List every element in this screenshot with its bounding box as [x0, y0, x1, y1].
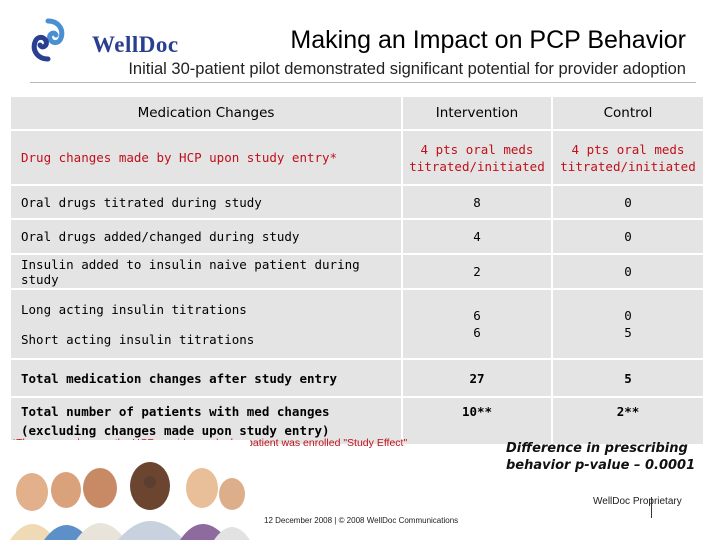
table-row-intervention: 6	[473, 308, 481, 323]
column-header-medication-changes: Medication Changes	[11, 97, 401, 129]
table-row-label: Long acting insulin titrations	[21, 301, 247, 317]
proprietary-label: WellDoc Proprietary	[593, 496, 682, 507]
total-row-intervention: 27	[403, 360, 551, 396]
insulin-titrations-intervention: 6 6	[403, 290, 551, 358]
total-row-label: Total medication changes after study ent…	[11, 360, 401, 396]
column-header-intervention: Intervention	[403, 97, 551, 129]
footer-divider	[651, 497, 652, 518]
people-photo	[0, 440, 250, 540]
table-row-intervention: 4	[403, 220, 551, 253]
entry-control-line-1: 4 pts oral meds	[571, 141, 685, 157]
entry-intervention-line-2: titrated/initiated	[409, 158, 545, 174]
p-value-callout: Difference in prescribing behavior p-val…	[506, 440, 695, 474]
entry-intervention-line-1: 4 pts oral meds	[420, 141, 534, 157]
table-row-control: 0	[553, 255, 703, 288]
title-divider	[30, 82, 696, 83]
total-row-control: 5	[553, 360, 703, 396]
patients-row-label: Total number of patients with med change…	[11, 398, 401, 444]
p-value-line-2: behavior p-value – 0.0001	[506, 458, 696, 473]
logo-mark-icon	[31, 18, 65, 62]
medication-changes-table: Medication Changes Intervention Control …	[11, 97, 703, 444]
entry-row-label: Drug changes made by HCP upon study entr…	[11, 131, 401, 184]
table-row-label: Insulin added to insulin naive patient d…	[11, 255, 401, 288]
entry-row-intervention: 4 pts oral meds titrated/initiated	[403, 131, 551, 184]
table-row-intervention: 2	[403, 255, 551, 288]
entry-control-line-2: titrated/initiated	[560, 158, 696, 174]
insulin-titrations-control: 0 5	[553, 290, 703, 358]
table-row-control: 0	[553, 220, 703, 253]
page-subtitle: Initial 30-patient pilot demonstrated si…	[128, 60, 686, 78]
table-row-control: 0	[553, 186, 703, 218]
page-title: Making an Impact on PCP Behavior	[290, 26, 686, 54]
patients-row-control: 2**	[553, 398, 703, 444]
patients-row-intervention: 10**	[403, 398, 551, 444]
welldoc-logo: WellDoc	[28, 18, 178, 66]
patients-label-line-2: (excluding changes made upon study entry…	[21, 423, 330, 438]
table-row-intervention: 6	[473, 325, 481, 340]
insulin-titrations-labels: Long acting insulin titrations Short act…	[11, 290, 401, 358]
copyright-text: 12 December 2008 | © 2008 WellDoc Commun…	[264, 516, 459, 525]
logo-text: WellDoc	[92, 32, 179, 57]
table-row-control: 5	[624, 325, 632, 340]
table-row-intervention: 8	[403, 186, 551, 218]
table-row-label: Oral drugs added/changed during study	[11, 220, 401, 253]
patients-label-line-1: Total number of patients with med change…	[21, 404, 330, 419]
column-header-control: Control	[553, 97, 703, 129]
entry-row-control: 4 pts oral meds titrated/initiated	[553, 131, 703, 184]
table-row-control: 0	[624, 308, 632, 323]
table-row-label: Oral drugs titrated during study	[11, 186, 401, 218]
table-row-label: Short acting insulin titrations	[21, 331, 255, 347]
p-value-line-1: Difference in prescribing	[506, 441, 688, 456]
